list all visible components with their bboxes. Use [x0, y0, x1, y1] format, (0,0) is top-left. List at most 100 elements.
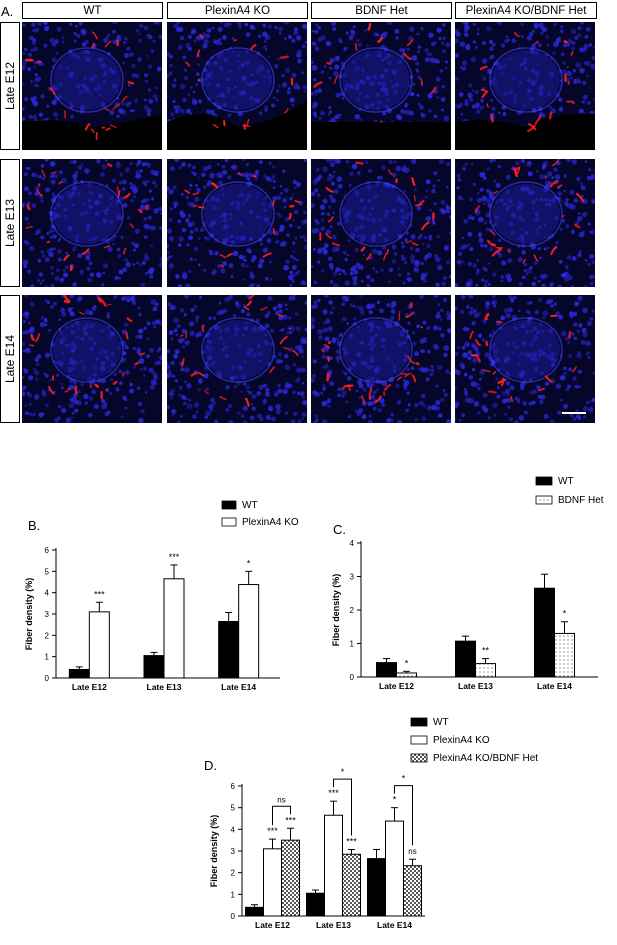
significance-label: *** [94, 589, 105, 599]
legend-swatch-1 [535, 476, 553, 486]
bar-late-e12-series-1 [376, 662, 397, 678]
y-tick-label: 1 [45, 653, 50, 662]
micrograph-image [167, 159, 307, 287]
x-tick-label: Late E13 [316, 920, 351, 930]
micrograph-image [22, 22, 162, 150]
legend-swatch-1 [221, 500, 237, 510]
significance-label: *** [346, 836, 357, 846]
y-tick-label: 1 [231, 890, 236, 899]
panel-b-letter: B. [28, 518, 41, 533]
micrograph-image [455, 159, 595, 287]
micrograph-late-e12-wt [22, 22, 162, 150]
y-tick-label: 2 [350, 606, 355, 615]
panel-a-letter: A. [1, 4, 14, 19]
bar-late-e12-series-2 [396, 672, 417, 678]
y-tick-label: 1 [350, 640, 355, 649]
significance-label: ** [482, 646, 490, 656]
x-tick-label: Late E14 [537, 681, 572, 691]
micrograph-image [455, 295, 595, 423]
y-axis-label: Fiber density (%) [209, 815, 219, 888]
significance-label: ns [408, 847, 416, 856]
x-tick-label: Late E14 [221, 682, 256, 692]
bar-late-e14-series-2 [554, 632, 575, 678]
y-axis-label: Fiber density (%) [331, 574, 341, 647]
legend-swatch-2 [535, 495, 553, 505]
row-label-late-e13: Late E13 [0, 159, 20, 287]
y-tick-label: 4 [231, 825, 236, 834]
micrograph-image [455, 22, 595, 150]
bar-late-e12-series-1 [68, 668, 90, 679]
micrograph-image [167, 22, 307, 150]
bar-late-e13-series-1 [306, 892, 325, 917]
y-tick-label: 0 [350, 673, 355, 682]
micrograph-late-e13-plexina4-ko [167, 159, 307, 287]
y-tick-label: 5 [45, 567, 50, 576]
legend-label-1: WT [242, 500, 258, 511]
comparison-bracket: ns [272, 795, 291, 826]
significance-label: * [393, 795, 397, 805]
bar-late-e13-series-1 [455, 640, 476, 678]
micrograph-image [167, 295, 307, 423]
bar-late-e12-series-1 [245, 906, 264, 917]
micrograph-image [22, 159, 162, 287]
bar-late-e14-series-2 [238, 584, 260, 679]
bracket-label: * [402, 774, 406, 784]
legend-label-1: WT [433, 717, 449, 728]
column-header-plexina4-ko-bdnf-het: PlexinA4 KO/BDNF Het [455, 2, 597, 19]
micrograph-image [311, 159, 451, 287]
legend-swatch-3 [410, 753, 428, 763]
y-tick-label: 4 [45, 589, 50, 598]
micrograph-image [311, 22, 451, 150]
y-tick-label: 2 [231, 869, 236, 878]
y-tick-label: 4 [350, 539, 355, 548]
bar-late-e12-series-2 [88, 611, 110, 679]
panel-c-letter: C. [333, 522, 346, 537]
x-tick-label: Late E12 [255, 920, 290, 930]
panel-d-letter: D. [204, 758, 217, 773]
y-tick-label: 5 [231, 804, 236, 813]
row-label-late-e12: Late E12 [0, 22, 20, 150]
micrograph-late-e14-plexina4-ko [167, 295, 307, 423]
legend-label-3: PlexinA4 KO/BDNF Het [433, 753, 538, 764]
x-tick-label: Late E14 [377, 920, 412, 930]
micrograph-late-e14-bdnf-het [311, 295, 451, 423]
significance-label: * [563, 609, 567, 619]
y-tick-label: 0 [45, 674, 50, 683]
significance-label: * [405, 658, 409, 668]
significance-label: *** [267, 826, 278, 836]
bar-late-e14-series-2 [385, 820, 404, 917]
column-header-plexina4-ko: PlexinA4 KO [167, 2, 308, 19]
column-header-bdnf-het: BDNF Het [311, 2, 452, 19]
bar-late-e14-series-3 [403, 865, 422, 917]
row-label-late-e14: Late E14 [0, 295, 20, 423]
significance-label: *** [169, 552, 180, 562]
bar-late-e12-series-3 [281, 839, 300, 917]
y-tick-label: 3 [231, 847, 236, 856]
y-tick-label: 3 [45, 610, 50, 619]
bar-late-e14-series-1 [534, 587, 555, 678]
significance-label: *** [285, 815, 296, 825]
x-tick-label: Late E13 [147, 682, 182, 692]
micrograph-late-e13-plexina4-ko-bdnf-het [455, 159, 595, 287]
legend-swatch-2 [410, 735, 428, 745]
y-tick-label: 0 [231, 912, 236, 921]
micrograph-late-e14-plexina4-ko-bdnf-het [455, 295, 595, 423]
legend-swatch-1 [410, 717, 428, 727]
bar-late-e14-series-1 [367, 858, 386, 917]
chart-d: WT PlexinA4 KO PlexinA4 KO/BDNF Het 0 1 2 3 4 5 6… [209, 717, 538, 930]
legend-swatch-2 [221, 517, 237, 527]
chart-b: WT PlexinA4 KO 0 1 2 3 4 5 6 Fiber density (%) Lat… [24, 500, 299, 692]
column-header-wt: WT [22, 2, 163, 19]
legend-label-1: WT [558, 476, 574, 487]
y-tick-label: 2 [45, 631, 50, 640]
micrograph-late-e14-wt [22, 295, 162, 423]
bar-late-e14-series-1 [218, 620, 240, 679]
bar-late-e13-series-2 [324, 814, 343, 917]
micrograph-late-e13-bdnf-het [311, 159, 451, 287]
legend-label-2: PlexinA4 KO [433, 735, 490, 746]
bracket-label: ns [277, 795, 285, 804]
x-tick-label: Late E12 [72, 682, 107, 692]
bar-late-e13-series-2 [475, 663, 496, 678]
x-tick-label: Late E13 [458, 681, 493, 691]
micrograph-late-e12-plexina4-ko [167, 22, 307, 150]
